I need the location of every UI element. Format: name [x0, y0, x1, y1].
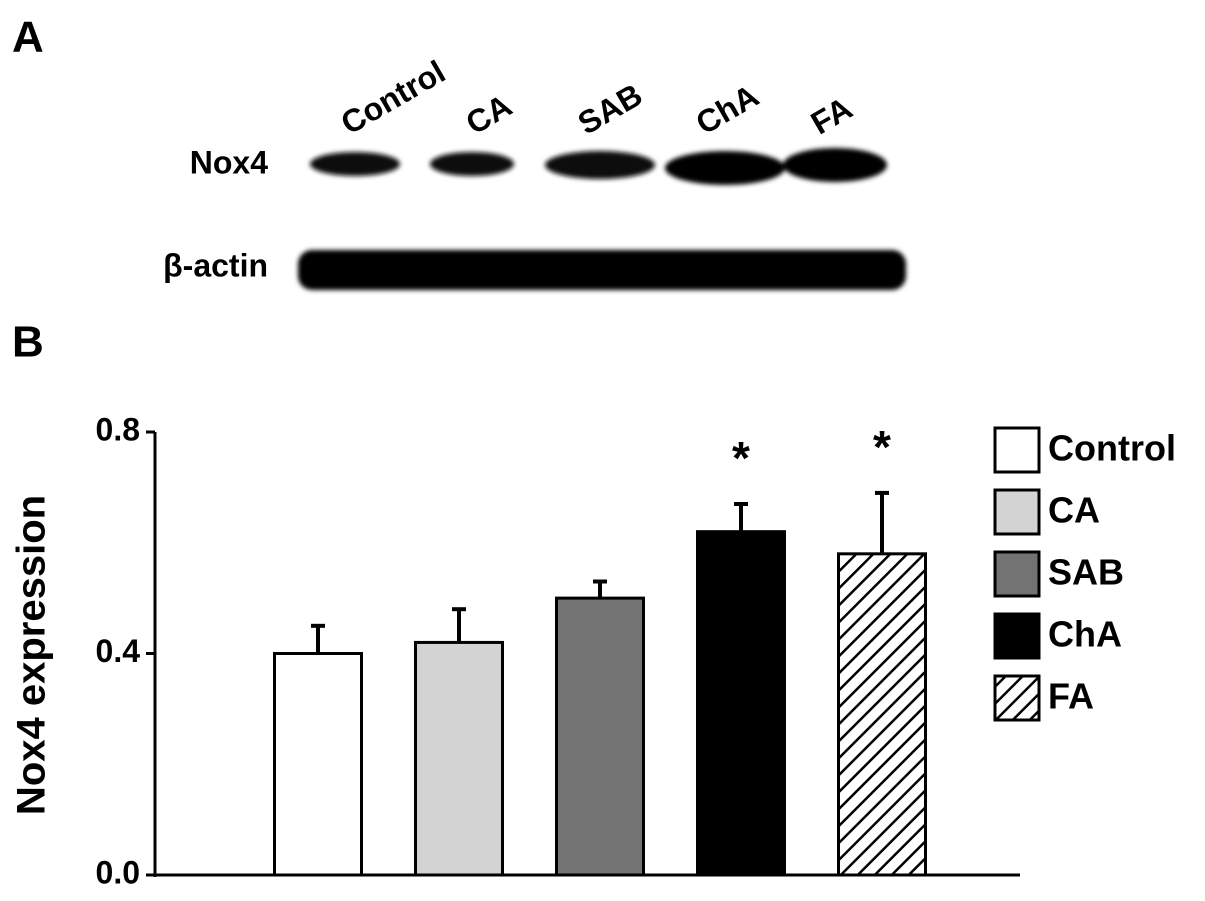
y-tick-label: 0.0: [96, 854, 140, 890]
band: [545, 151, 655, 179]
band: [430, 152, 514, 176]
y-axis-label: Nox4 expression: [10, 495, 54, 815]
bar: [837, 552, 927, 877]
band: [665, 151, 785, 185]
bar: [273, 652, 363, 877]
panel-label: A: [12, 13, 44, 62]
legend-swatch: [993, 426, 1041, 474]
bar: [555, 596, 645, 877]
legend-label: ChA: [1048, 614, 1122, 655]
legend-swatch: [993, 488, 1041, 536]
bar: [414, 640, 504, 877]
band: [298, 250, 906, 290]
legend-label: CA: [1048, 490, 1100, 531]
legend-swatch: [993, 612, 1041, 660]
significance-mark: *: [873, 421, 891, 473]
lane-labels: Control CA SAB ChA FA: [335, 53, 858, 141]
legend-label: FA: [1048, 676, 1094, 717]
y-tick-label: 0.4: [96, 633, 141, 669]
lane-label: Control: [335, 53, 452, 141]
significance-mark: *: [732, 432, 750, 484]
legend-label: Control: [1048, 428, 1176, 469]
panel-label: B: [12, 318, 44, 367]
y-tick-label: 0.8: [96, 411, 140, 447]
lane-label: FA: [805, 90, 858, 142]
band: [783, 148, 887, 182]
blot: [298, 148, 906, 290]
lane-label: SAB: [572, 76, 649, 141]
lane-label: CA: [460, 87, 518, 141]
legend-label: SAB: [1048, 552, 1124, 593]
row-label: β-actin: [163, 247, 268, 283]
legend-swatch: [993, 550, 1041, 598]
band: [310, 152, 400, 176]
row-label: Nox4: [190, 144, 268, 180]
lane-label: ChA: [690, 77, 765, 141]
bar: [696, 530, 786, 877]
legend-swatch: [993, 674, 1041, 722]
